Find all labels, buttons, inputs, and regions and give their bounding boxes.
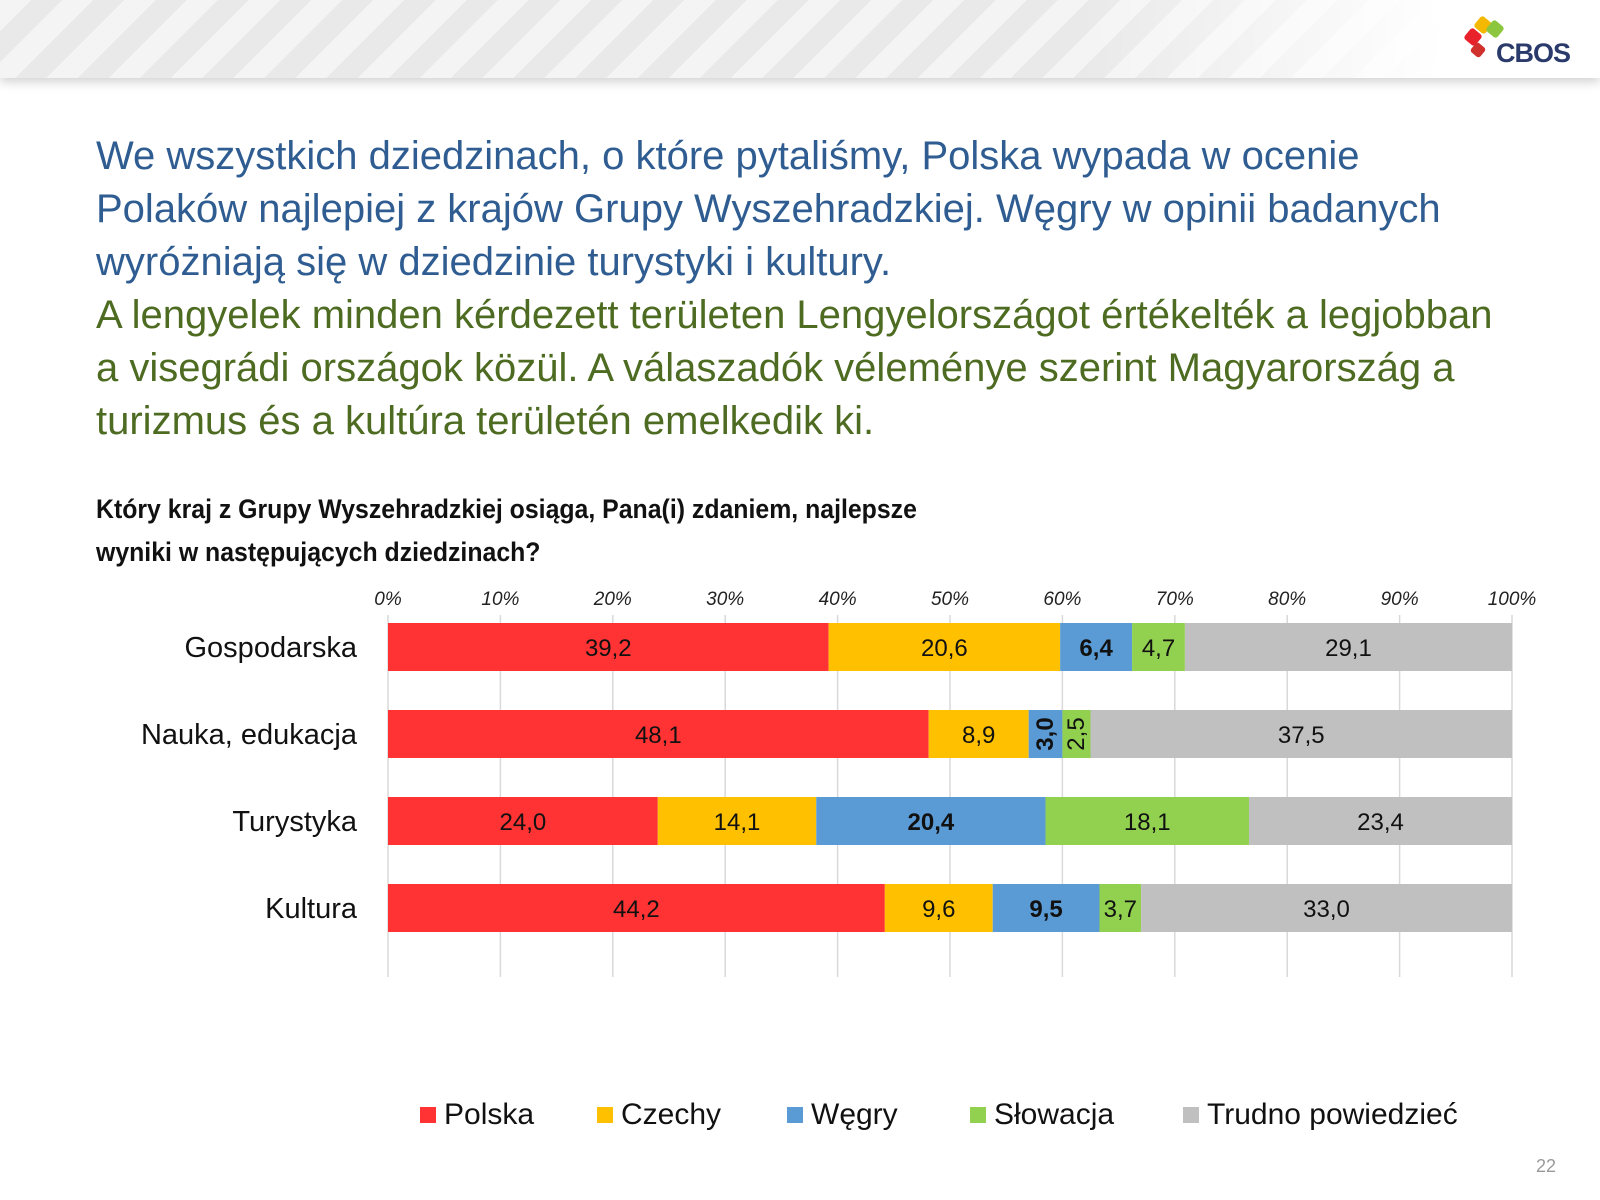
bar-segment xyxy=(828,623,1061,671)
data-label: 9,5 xyxy=(1029,896,1062,923)
x-tick-label: 80% xyxy=(1268,589,1306,610)
data-label: 18,1 xyxy=(1124,809,1171,836)
slide-headline: We wszystkich dziedzinach, o które pytal… xyxy=(96,130,1516,448)
x-tick-label: 0% xyxy=(374,589,402,610)
x-tick-label: 60% xyxy=(1043,589,1081,610)
bar-segment xyxy=(1248,797,1512,845)
x-tick-label: 90% xyxy=(1381,589,1419,610)
data-label: 23,4 xyxy=(1357,809,1404,836)
bar-segment xyxy=(1099,884,1142,932)
data-label: 14,1 xyxy=(714,809,761,836)
category-label: Kultura xyxy=(265,893,358,925)
x-tick-label: 50% xyxy=(931,589,969,610)
chart-question: Który kraj z Grupy Wyszehradzkiej osiąga… xyxy=(96,494,917,567)
page-number: 22 xyxy=(1536,1156,1557,1176)
data-label: 29,1 xyxy=(1325,635,1372,662)
logo-text: CBOS xyxy=(1496,38,1571,68)
bar-segment xyxy=(1090,710,1512,758)
bar-segment xyxy=(1141,884,1512,932)
data-label: 20,6 xyxy=(921,635,968,662)
legend-swatch xyxy=(420,1107,436,1123)
x-tick-label: 20% xyxy=(593,589,632,610)
x-tick-label: 30% xyxy=(706,589,744,610)
bar-segment xyxy=(388,710,929,758)
data-label: 4,7 xyxy=(1142,635,1175,662)
data-label: 44,2 xyxy=(613,896,660,923)
cbos-logo-mark xyxy=(1464,16,1504,58)
data-label: 39,2 xyxy=(585,635,632,662)
category-label: Turystyka xyxy=(232,806,357,838)
category-label: Gospodarska xyxy=(185,632,358,664)
bar-segment xyxy=(1184,623,1512,671)
bar-segment xyxy=(388,884,885,932)
header-fade xyxy=(1080,0,1600,78)
stacked-bar-chart: 0% 10% 20% 30% 40% 50% 60% 70% 80% 90% 100% Gospoda… xyxy=(141,589,1537,1131)
data-label: 48,1 xyxy=(635,722,682,749)
data-label: 8,9 xyxy=(962,722,995,749)
data-label: 2,5 xyxy=(1063,717,1090,750)
header-band xyxy=(0,0,1600,78)
x-tick-label: 10% xyxy=(481,589,519,610)
data-label: 24,0 xyxy=(500,809,547,836)
legend-swatch xyxy=(787,1107,803,1123)
bar-segment xyxy=(657,797,817,845)
bar-segment xyxy=(928,710,1029,758)
headline-polish: We wszystkich dziedzinach, o które pytal… xyxy=(96,134,1441,284)
data-label: 3,7 xyxy=(1104,896,1137,923)
legend-label: Czechy xyxy=(621,1098,721,1131)
bar-segment xyxy=(1060,623,1133,671)
bar-segment xyxy=(816,797,1046,845)
x-tick-label: 40% xyxy=(819,589,857,610)
legend-swatch xyxy=(970,1107,986,1123)
bar-segment xyxy=(884,884,993,932)
bar-segment xyxy=(1045,797,1249,845)
legend-label: Polska xyxy=(444,1098,534,1131)
legend-swatch xyxy=(1183,1107,1199,1123)
legend-label: Trudno powiedzieć xyxy=(1207,1098,1458,1131)
bar-segment xyxy=(992,884,1100,932)
legend-swatch xyxy=(597,1107,613,1123)
legend-label: Węgry xyxy=(811,1098,898,1131)
headline-hungarian: A lengyelek minden kérdezett területen L… xyxy=(96,293,1493,443)
data-label: 20,4 xyxy=(908,809,955,836)
x-tick-label: 100% xyxy=(1488,589,1537,610)
legend-label: Słowacja xyxy=(994,1098,1114,1131)
bar-segment xyxy=(1028,710,1063,758)
category-label: Nauka, edukacja xyxy=(141,719,358,751)
data-label: 3,0 xyxy=(1032,717,1059,750)
cbos-logo: CBOS xyxy=(1462,14,1582,74)
bar-segment xyxy=(1062,710,1091,758)
data-label: 6,4 xyxy=(1079,635,1113,662)
bar-segment xyxy=(1132,623,1185,671)
data-label: 33,0 xyxy=(1303,896,1350,923)
bar-segment xyxy=(388,623,829,671)
data-label: 9,6 xyxy=(922,896,955,923)
x-tick-label: 70% xyxy=(1156,589,1194,610)
bar-segment xyxy=(388,797,658,845)
data-label: 37,5 xyxy=(1278,722,1325,749)
